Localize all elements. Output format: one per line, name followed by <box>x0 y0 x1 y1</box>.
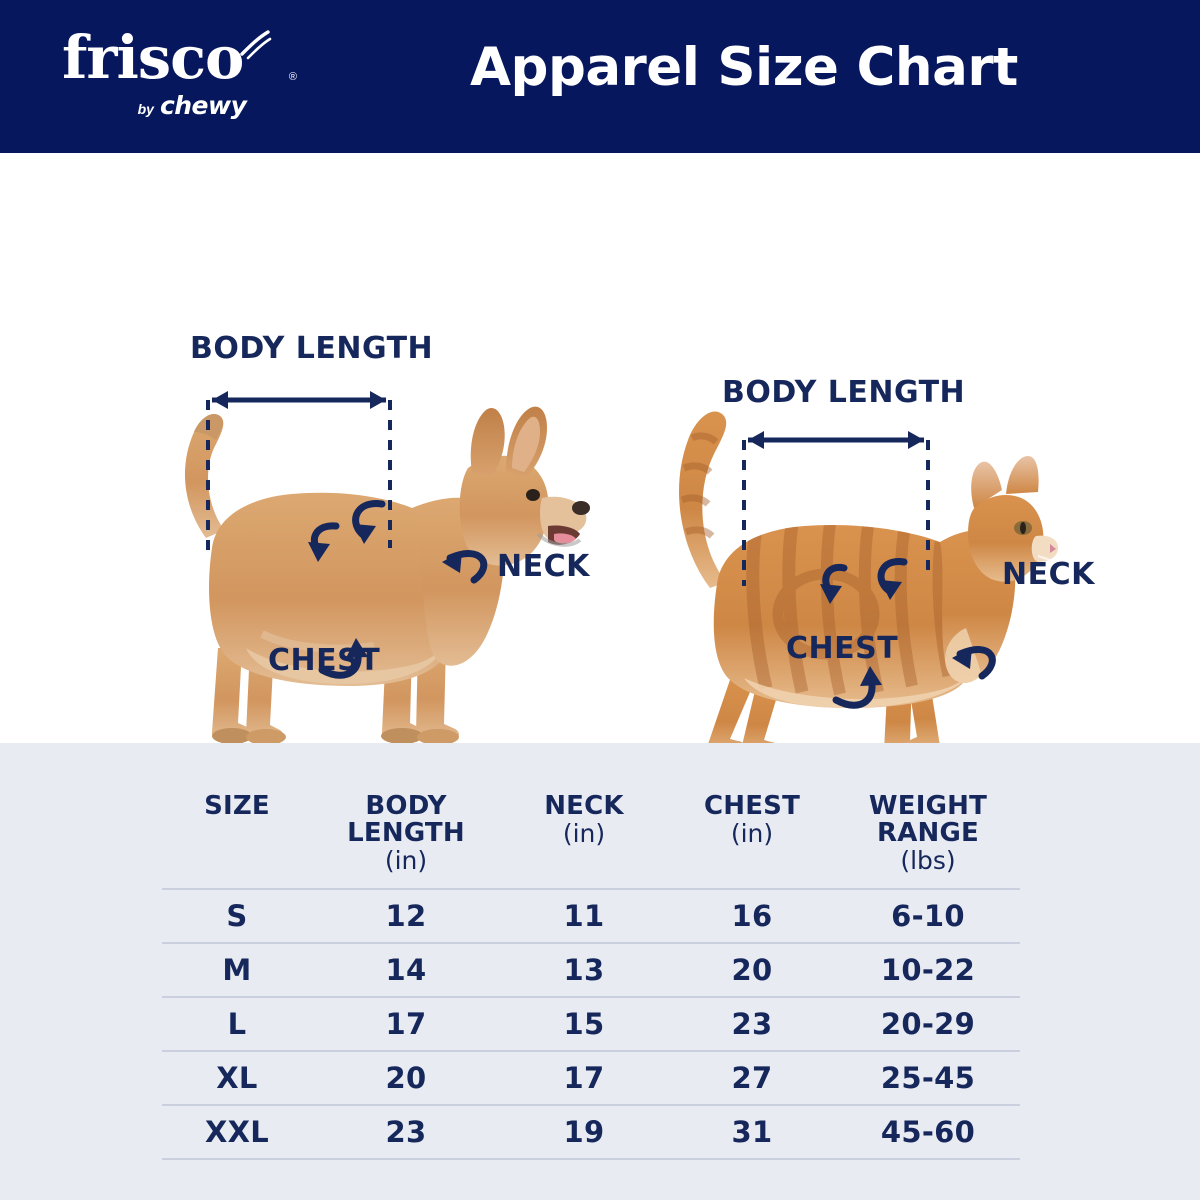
dog-hind-leg-far <box>211 648 253 743</box>
page-title: Apparel Size Chart <box>470 37 1018 98</box>
dog-ear-far <box>470 407 505 478</box>
cat-tail <box>679 411 727 588</box>
dog-body-length-measure <box>206 391 392 553</box>
dog-eye <box>526 489 540 501</box>
dog-head <box>459 455 549 566</box>
dog-tail <box>184 413 224 538</box>
cell-body-length: 12 <box>312 888 500 943</box>
header-chest: CHEST (in) <box>703 791 801 848</box>
cell-chest: 27 <box>668 1050 836 1105</box>
cell-chest: 20 <box>668 942 836 997</box>
cell-weight: 10-22 <box>836 942 1020 997</box>
cell-neck: 13 <box>500 942 668 997</box>
cell-size: XL <box>162 1050 312 1105</box>
illustration-area: BODY LENGTH NECK CHEST <box>0 153 1200 765</box>
cell-neck: 19 <box>500 1104 668 1160</box>
table-row: S 12 11 16 6-10 <box>162 888 1020 943</box>
cat-illustration <box>679 411 1060 765</box>
cell-neck: 15 <box>500 996 668 1051</box>
cat-body-length-label: BODY LENGTH <box>722 375 966 410</box>
table-row: XXL 23 19 31 45-60 <box>162 1104 1020 1160</box>
dog-illustration <box>184 391 590 745</box>
dog-chest-arrowhead <box>346 638 368 658</box>
cat-ear-far <box>971 461 1002 508</box>
size-table: SIZE BODY LENGTH (in) NECK (in) CHEST (i… <box>162 793 1020 1160</box>
header-body-length: BODY LENGTH (in) <box>347 791 465 875</box>
cat-nose <box>1050 544 1056 553</box>
logo-chewy-text: chewy <box>159 91 247 120</box>
size-table-panel: SIZE BODY LENGTH (in) NECK (in) CHEST (i… <box>0 743 1200 1200</box>
cell-body-length: 17 <box>312 996 500 1051</box>
table-row: XL 20 17 27 25-45 <box>162 1050 1020 1105</box>
dog-neck-arrowhead <box>442 551 462 573</box>
dog-arrowhead-right <box>370 391 386 409</box>
cell-body-length: 14 <box>312 942 500 997</box>
page-header: frisco ® by chewy Apparel Size Chart <box>0 0 1200 153</box>
cat-tabby-stripes <box>746 524 954 696</box>
table-body: S 12 11 16 6-10 M 14 13 20 10-22 L 17 15 <box>162 888 1020 1160</box>
logo-word-text: frisco <box>62 23 244 92</box>
cat-hind-leg-far <box>705 674 756 762</box>
header-size: SIZE <box>204 791 270 821</box>
cell-size: S <box>162 888 312 943</box>
dog-neck-label: NECK <box>497 549 590 584</box>
cell-weight: 45-60 <box>836 1104 1020 1160</box>
cell-neck: 17 <box>500 1050 668 1105</box>
cell-body-length: 23 <box>312 1104 500 1160</box>
header-weight-range: WEIGHT RANGE (lbs) <box>868 791 988 875</box>
cat-body-length-measure <box>742 431 930 586</box>
cat-neck-arrowhead <box>952 647 972 669</box>
cell-weight: 20-29 <box>836 996 1020 1051</box>
header-neck: NECK (in) <box>544 791 624 848</box>
cat-body <box>713 524 984 708</box>
cell-weight: 25-45 <box>836 1050 1020 1105</box>
cell-neck: 11 <box>500 888 668 943</box>
cell-weight: 6-10 <box>836 888 1020 943</box>
cat-neck-label: NECK <box>1002 557 1095 592</box>
logo-by-text: by <box>137 101 154 117</box>
logo-byline: by chewy <box>62 91 292 120</box>
cat-head <box>968 494 1044 582</box>
table-header-row: SIZE BODY LENGTH (in) NECK (in) CHEST (i… <box>162 793 1020 889</box>
cat-ear-near <box>1006 456 1039 494</box>
cell-chest: 23 <box>668 996 836 1051</box>
cat-chest-label: CHEST <box>786 631 899 666</box>
dog-tongue <box>554 533 576 544</box>
dog-nose <box>572 501 590 515</box>
cell-size: L <box>162 996 312 1051</box>
table-row: M 14 13 20 10-22 <box>162 942 1020 997</box>
cat-chest-arrowhead <box>860 666 882 686</box>
cell-chest: 16 <box>668 888 836 943</box>
cat-arrowhead-right <box>908 431 924 449</box>
cell-chest: 31 <box>668 1104 836 1160</box>
cat-tail-stripes <box>680 432 719 539</box>
cell-size: XXL <box>162 1104 312 1160</box>
dog-body-length-label: BODY LENGTH <box>190 331 434 366</box>
dog-chest-label: CHEST <box>268 643 381 678</box>
logo-wordmark: frisco ® <box>62 28 297 87</box>
cell-body-length: 20 <box>312 1050 500 1105</box>
cell-size: M <box>162 942 312 997</box>
dog-arrowhead-left <box>212 391 228 409</box>
registered-trademark-icon: ® <box>288 71 297 83</box>
frisco-logo: frisco ® by chewy <box>62 28 297 128</box>
table-row: L 17 15 23 20-29 <box>162 996 1020 1051</box>
cat-arrowhead-left <box>748 431 764 449</box>
